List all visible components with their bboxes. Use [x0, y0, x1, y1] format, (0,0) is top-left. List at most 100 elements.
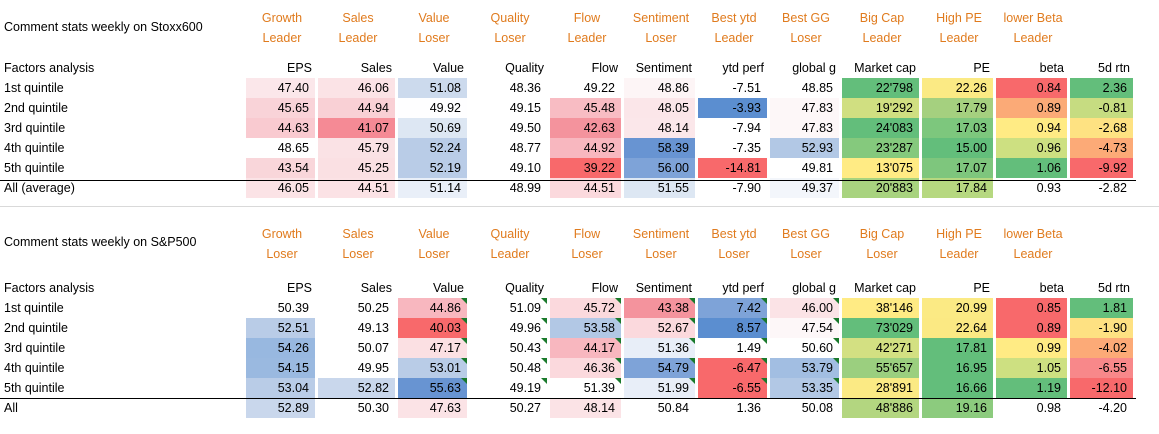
data-cell[interactable]: 42'271: [842, 338, 919, 358]
data-cell[interactable]: 45.65: [246, 98, 315, 118]
data-cell[interactable]: 49.96: [470, 318, 547, 338]
data-cell[interactable]: -7.94: [698, 118, 767, 138]
comment-marker-icon[interactable]: [461, 298, 467, 304]
comment-marker-icon[interactable]: [615, 298, 621, 304]
data-cell[interactable]: 46.06: [318, 78, 395, 98]
data-cell[interactable]: 47.40: [246, 78, 315, 98]
data-cell[interactable]: 0.84: [996, 78, 1067, 98]
data-cell[interactable]: 51.99: [624, 378, 695, 398]
data-cell[interactable]: -6.55: [1070, 358, 1133, 378]
data-cell[interactable]: -9.92: [1070, 158, 1133, 178]
data-cell[interactable]: 45.25: [318, 158, 395, 178]
data-cell[interactable]: 1.06: [996, 158, 1067, 178]
data-cell[interactable]: -7.35: [698, 138, 767, 158]
data-cell[interactable]: 41.07: [318, 118, 395, 138]
data-cell[interactable]: 49.22: [550, 78, 621, 98]
data-cell[interactable]: 0.99: [996, 338, 1067, 358]
data-cell[interactable]: -14.81: [698, 158, 767, 178]
data-cell[interactable]: 44.63: [246, 118, 315, 138]
data-cell[interactable]: -4.20: [1070, 398, 1133, 418]
data-cell[interactable]: -1.90: [1070, 318, 1133, 338]
data-cell[interactable]: 50.43: [470, 338, 547, 358]
comment-marker-icon[interactable]: [689, 358, 695, 364]
data-cell[interactable]: 48.05: [624, 98, 695, 118]
data-cell[interactable]: 17.84: [922, 178, 993, 198]
data-cell[interactable]: 48.86: [624, 78, 695, 98]
comment-marker-icon[interactable]: [833, 358, 839, 364]
data-cell[interactable]: -3.93: [698, 98, 767, 118]
data-cell[interactable]: 49.15: [470, 98, 547, 118]
comment-marker-icon[interactable]: [761, 378, 767, 384]
comment-marker-icon[interactable]: [541, 298, 547, 304]
data-cell[interactable]: 2.36: [1070, 78, 1133, 98]
comment-marker-icon[interactable]: [615, 338, 621, 344]
data-cell[interactable]: 1.36: [698, 398, 767, 418]
data-cell[interactable]: 53.35: [770, 378, 839, 398]
data-cell[interactable]: 53.58: [550, 318, 621, 338]
data-cell[interactable]: 0.93: [996, 178, 1067, 198]
data-cell[interactable]: 49.19: [470, 378, 547, 398]
data-cell[interactable]: 49.37: [770, 178, 839, 198]
data-cell[interactable]: 1.19: [996, 378, 1067, 398]
data-cell[interactable]: 47.83: [770, 118, 839, 138]
data-cell[interactable]: 52.24: [398, 138, 467, 158]
data-cell[interactable]: 16.66: [922, 378, 993, 398]
data-cell[interactable]: 52.89: [246, 398, 315, 418]
data-cell[interactable]: 0.98: [996, 398, 1067, 418]
data-cell[interactable]: 52.82: [318, 378, 395, 398]
data-cell[interactable]: 0.85: [996, 298, 1067, 318]
data-cell[interactable]: -6.55: [698, 378, 767, 398]
data-cell[interactable]: 19'292: [842, 98, 919, 118]
data-cell[interactable]: 51.39: [550, 378, 621, 398]
data-cell[interactable]: 22'798: [842, 78, 919, 98]
comment-marker-icon[interactable]: [615, 358, 621, 364]
data-cell[interactable]: 48.85: [770, 78, 839, 98]
data-cell[interactable]: 50.39: [246, 298, 315, 318]
data-cell[interactable]: 1.81: [1070, 298, 1133, 318]
comment-marker-icon[interactable]: [461, 338, 467, 344]
data-cell[interactable]: 7.42: [698, 298, 767, 318]
data-cell[interactable]: 44.17: [550, 338, 621, 358]
data-cell[interactable]: 52.51: [246, 318, 315, 338]
data-cell[interactable]: 47.17: [398, 338, 467, 358]
data-cell[interactable]: 13'075: [842, 158, 919, 178]
data-cell[interactable]: 48.14: [624, 118, 695, 138]
data-cell[interactable]: 53.01: [398, 358, 467, 378]
data-cell[interactable]: 1.05: [996, 358, 1067, 378]
comment-marker-icon[interactable]: [615, 378, 621, 384]
data-cell[interactable]: 44.92: [550, 138, 621, 158]
comment-marker-icon[interactable]: [761, 298, 767, 304]
data-cell[interactable]: 51.14: [398, 178, 467, 198]
data-cell[interactable]: 51.36: [624, 338, 695, 358]
data-cell[interactable]: 50.69: [398, 118, 467, 138]
data-cell[interactable]: 0.89: [996, 318, 1067, 338]
comment-marker-icon[interactable]: [541, 378, 547, 384]
data-cell[interactable]: 54.79: [624, 358, 695, 378]
data-cell[interactable]: 22.64: [922, 318, 993, 338]
data-cell[interactable]: 16.95: [922, 358, 993, 378]
data-cell[interactable]: 53.79: [770, 358, 839, 378]
comment-marker-icon[interactable]: [689, 298, 695, 304]
comment-marker-icon[interactable]: [461, 378, 467, 384]
data-cell[interactable]: 44.94: [318, 98, 395, 118]
data-cell[interactable]: -2.82: [1070, 178, 1133, 198]
data-cell[interactable]: 22.26: [922, 78, 993, 98]
data-cell[interactable]: 38'146: [842, 298, 919, 318]
data-cell[interactable]: 17.07: [922, 158, 993, 178]
data-cell[interactable]: 0.89: [996, 98, 1067, 118]
data-cell[interactable]: 15.00: [922, 138, 993, 158]
comment-marker-icon[interactable]: [833, 298, 839, 304]
data-cell[interactable]: 0.94: [996, 118, 1067, 138]
data-cell[interactable]: 55.63: [398, 378, 467, 398]
data-cell[interactable]: 54.15: [246, 358, 315, 378]
data-cell[interactable]: 50.08: [770, 398, 839, 418]
comment-marker-icon[interactable]: [833, 338, 839, 344]
data-cell[interactable]: 55'657: [842, 358, 919, 378]
data-cell[interactable]: 51.55: [624, 178, 695, 198]
comment-marker-icon[interactable]: [541, 318, 547, 324]
data-cell[interactable]: 50.27: [470, 398, 547, 418]
data-cell[interactable]: 48'886: [842, 398, 919, 418]
data-cell[interactable]: 47.83: [770, 98, 839, 118]
data-cell[interactable]: 17.79: [922, 98, 993, 118]
data-cell[interactable]: 58.39: [624, 138, 695, 158]
